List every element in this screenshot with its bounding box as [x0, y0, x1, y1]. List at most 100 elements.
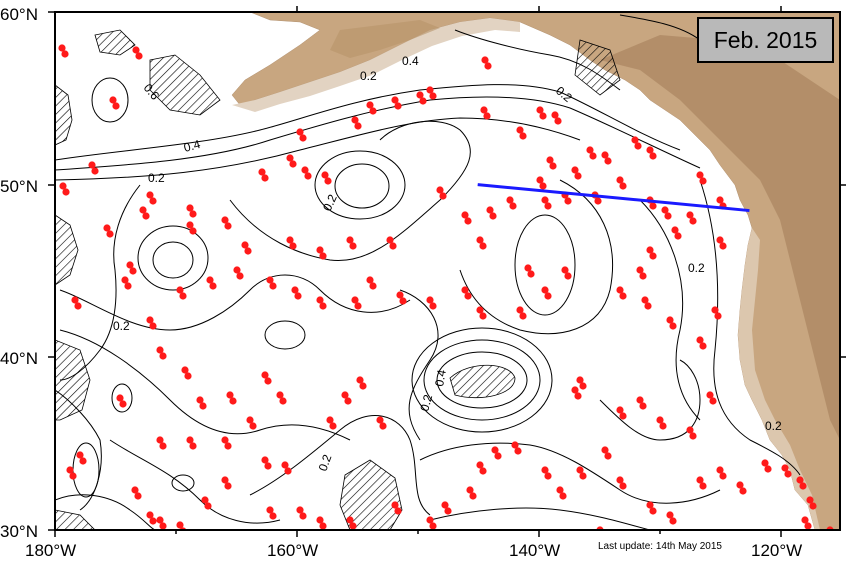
float-marker — [266, 276, 274, 284]
float-marker — [661, 206, 669, 214]
float-marker — [419, 97, 427, 105]
contour-label: 0.2 — [148, 171, 165, 185]
float-marker — [264, 377, 272, 385]
float-marker — [149, 517, 157, 525]
float-marker — [351, 296, 359, 304]
float-marker — [156, 436, 164, 444]
float-marker — [429, 92, 437, 100]
float-marker — [69, 472, 77, 480]
float-marker — [206, 276, 214, 284]
float-marker — [281, 461, 289, 469]
float-marker — [784, 470, 792, 478]
float-marker — [444, 507, 452, 515]
float-marker — [289, 242, 297, 250]
float-marker — [142, 212, 150, 220]
float-marker — [601, 446, 609, 454]
float-marker — [201, 496, 209, 504]
float-marker — [539, 112, 547, 120]
float-marker — [616, 176, 624, 184]
float-marker — [589, 152, 597, 160]
float-marker — [536, 176, 544, 184]
float-marker — [139, 206, 147, 214]
float-marker — [706, 391, 714, 399]
float-marker — [561, 266, 569, 274]
float-marker — [506, 196, 514, 204]
float-marker — [396, 291, 404, 299]
float-marker — [511, 441, 519, 449]
float-marker — [619, 482, 627, 490]
coastal-shelf — [232, 18, 520, 112]
float-marker — [129, 267, 137, 275]
float-marker — [321, 171, 329, 179]
hatched-region — [55, 84, 73, 146]
float-marker — [304, 172, 312, 180]
float-marker — [599, 532, 606, 539]
float-marker — [796, 476, 804, 484]
float-marker — [541, 196, 549, 204]
float-marker — [88, 161, 96, 169]
float-marker — [516, 306, 524, 314]
float-marker — [519, 132, 527, 140]
float-marker — [484, 62, 492, 70]
float-marker — [464, 217, 472, 225]
hatched-region — [94, 29, 136, 56]
float-marker — [156, 516, 164, 524]
float-marker — [132, 46, 140, 54]
float-marker — [316, 516, 324, 524]
float-marker — [649, 152, 657, 160]
float-marker — [641, 296, 649, 304]
float-marker — [539, 182, 547, 190]
float-marker — [244, 247, 252, 255]
float-marker — [544, 472, 552, 480]
float-marker — [469, 492, 477, 500]
lat-label-40n: 40°N — [0, 349, 38, 368]
float-marker — [527, 270, 535, 278]
lon-label-160w: 160°W — [267, 541, 318, 560]
float-marker — [236, 272, 244, 280]
float-marker — [126, 261, 134, 269]
float-marker — [544, 292, 552, 300]
float-marker — [226, 391, 234, 399]
float-marker — [491, 446, 499, 454]
float-marker — [631, 136, 639, 144]
float-marker — [699, 482, 707, 490]
float-marker — [604, 157, 612, 165]
float-marker — [536, 106, 544, 114]
float-marker — [184, 372, 192, 380]
float-marker — [296, 128, 304, 136]
float-marker — [346, 516, 354, 524]
last-update-text: Last update: 14th May 2015 — [598, 541, 722, 552]
float-marker — [76, 451, 84, 459]
float-marker — [804, 522, 812, 530]
float-marker — [666, 316, 674, 324]
float-marker — [156, 346, 164, 354]
float-marker — [233, 266, 241, 274]
float-marker — [476, 236, 484, 244]
float-marker — [294, 292, 302, 300]
lat-label-50n: 50°N — [0, 177, 38, 196]
float-marker — [594, 197, 602, 205]
float-marker — [799, 482, 807, 490]
float-marker — [476, 461, 484, 469]
float-marker — [176, 521, 184, 529]
float-marker — [636, 396, 644, 404]
float-marker — [696, 171, 704, 179]
contour-label: 0.2 — [360, 69, 377, 83]
float-marker — [291, 286, 299, 294]
float-marker — [189, 442, 197, 450]
float-marker — [634, 142, 642, 150]
float-marker — [146, 511, 154, 519]
contour-label: 0.4 — [402, 54, 419, 68]
float-marker — [619, 182, 627, 190]
contour-lines — [55, 14, 801, 530]
float-marker — [124, 282, 132, 290]
float-marker — [59, 182, 67, 190]
float-marker — [636, 266, 644, 274]
float-marker — [196, 396, 204, 404]
float-marker — [376, 416, 384, 424]
float-marker — [564, 197, 572, 205]
float-marker — [739, 487, 747, 495]
float-marker — [319, 252, 327, 260]
float-marker — [719, 242, 727, 250]
float-points — [58, 44, 834, 539]
